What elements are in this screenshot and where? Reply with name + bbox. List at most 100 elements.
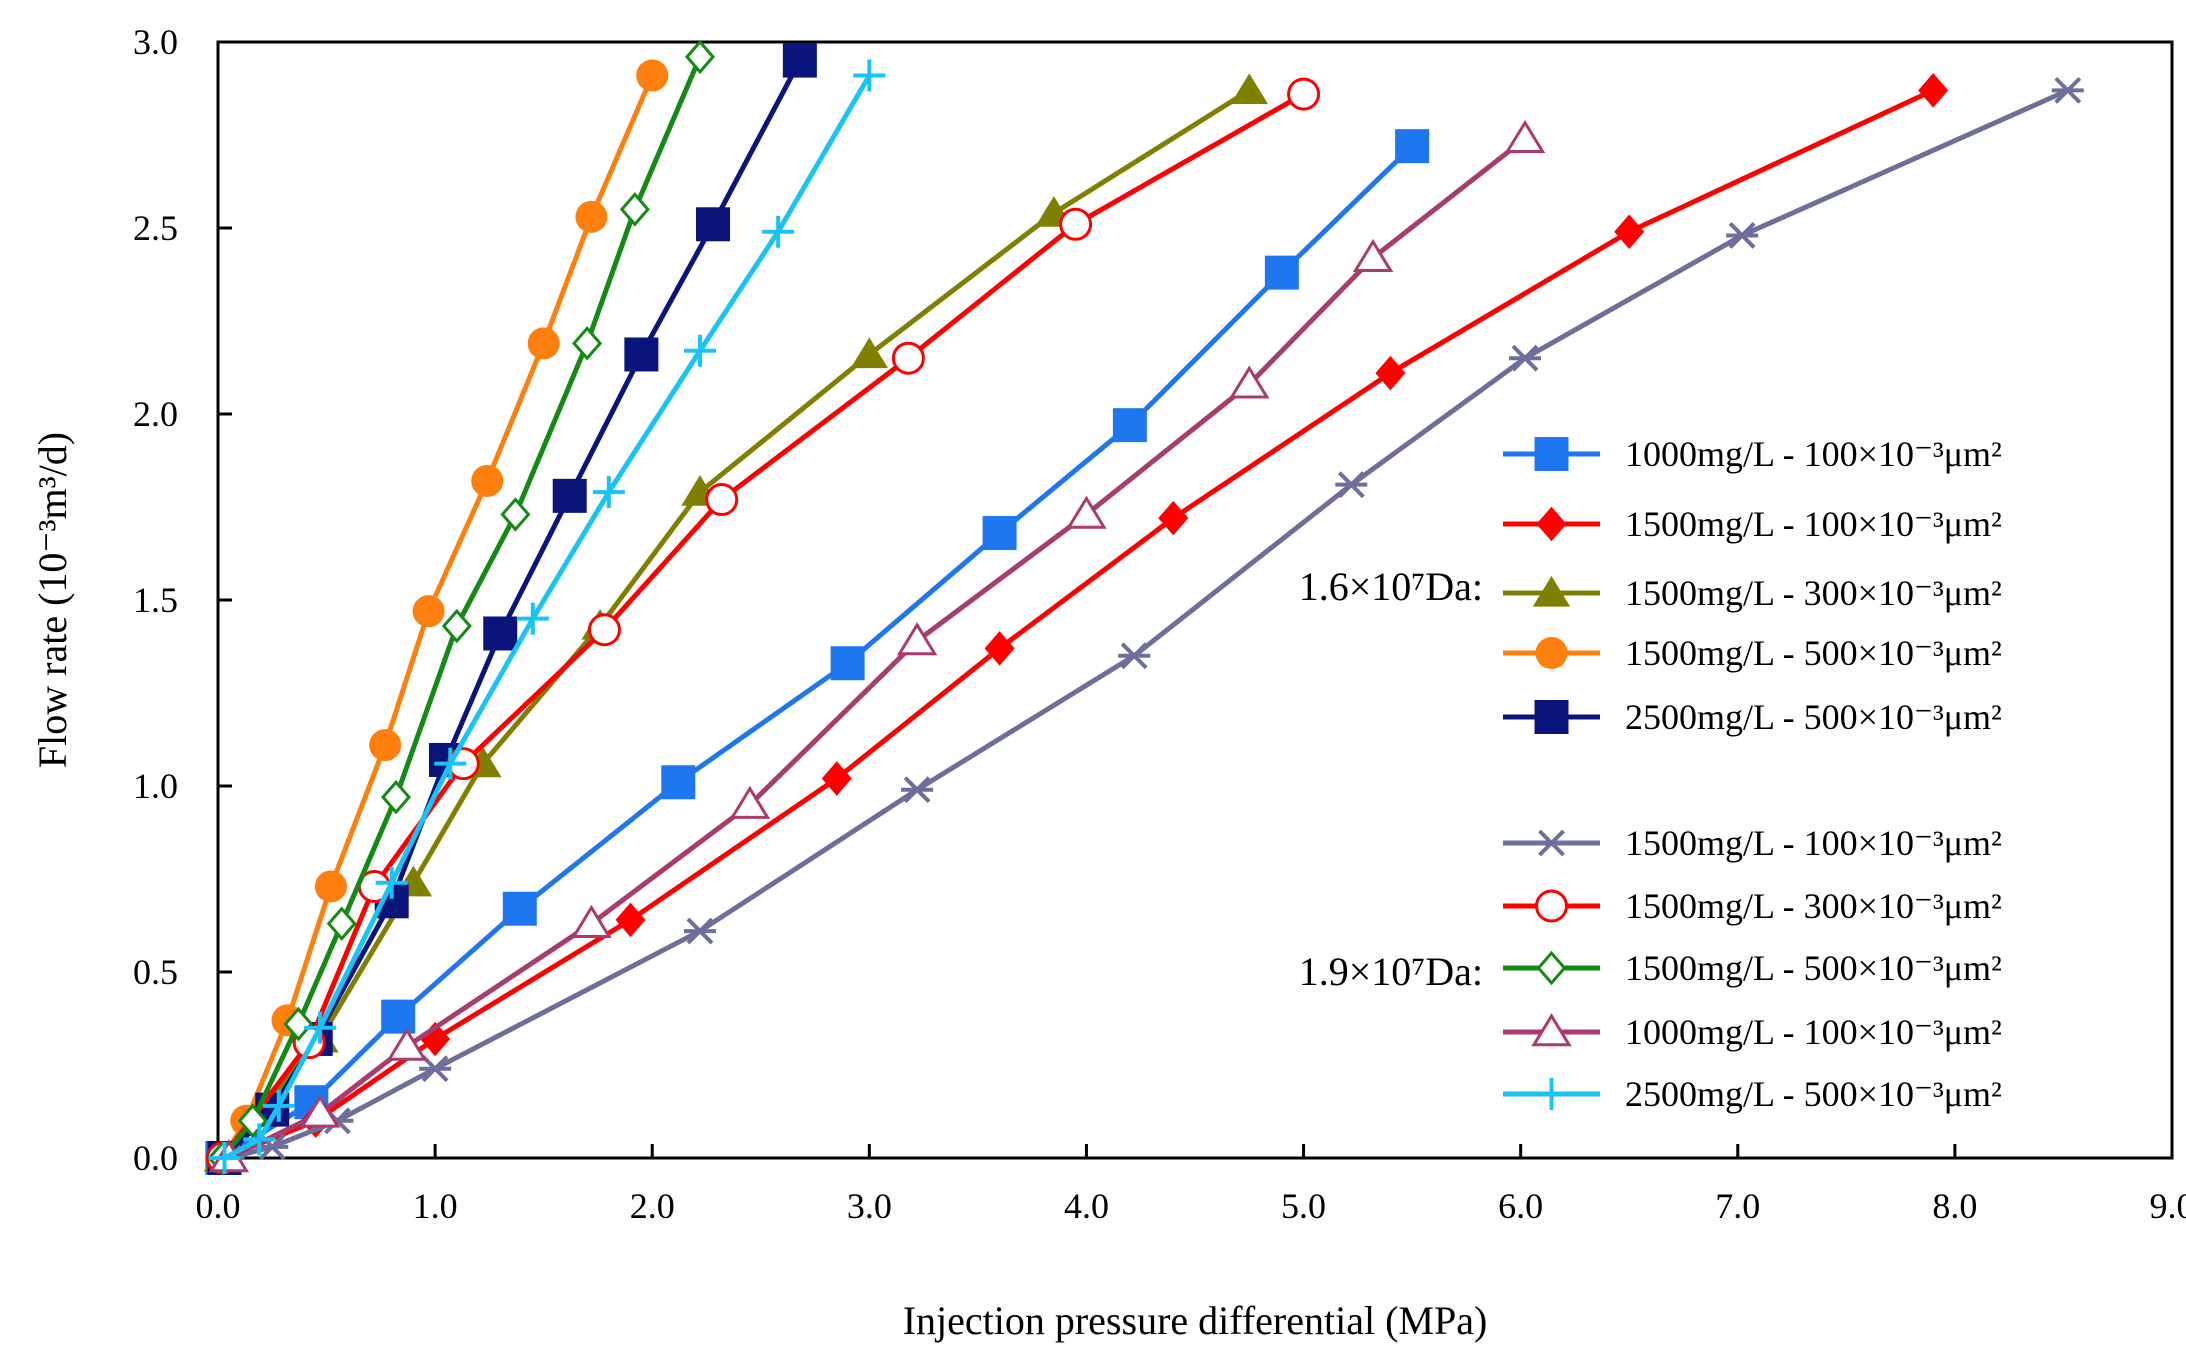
data-point xyxy=(1726,222,1759,249)
series-line xyxy=(227,136,1527,1161)
series-line xyxy=(223,88,1935,1161)
legend-label: 1500mg/L - 100×10⁻³μm² xyxy=(1625,823,2002,863)
legend-item: 1500mg/L - 100×10⁻³μm² xyxy=(1503,823,2002,863)
legend-item: 1500mg/L - 300×10⁻³μm² xyxy=(1503,573,2002,613)
data-point xyxy=(1158,500,1189,536)
legend-item: 1500mg/L - 500×10⁻³μm² xyxy=(1503,633,2002,673)
data-point xyxy=(483,616,518,651)
data-point xyxy=(575,200,608,233)
data-point xyxy=(1536,950,1567,986)
data-point xyxy=(500,497,531,532)
data-point xyxy=(782,43,817,78)
x-tick-label: 0.0 xyxy=(196,1186,241,1226)
data-point xyxy=(636,59,669,92)
x-tick-label: 5.0 xyxy=(1281,1186,1326,1226)
data-point xyxy=(762,215,795,248)
legend-label: 1500mg/L - 300×10⁻³μm² xyxy=(1625,886,2002,926)
data-point xyxy=(1352,238,1394,273)
data-point xyxy=(1535,889,1568,923)
series xyxy=(205,129,1430,1175)
data-point xyxy=(891,341,925,375)
data-point xyxy=(434,747,467,780)
legend-label: 1500mg/L - 500×10⁻³μm² xyxy=(1625,633,2002,673)
legend-label: 1000mg/L - 100×10⁻³μm² xyxy=(1625,1012,2002,1052)
legend-item: 1000mg/L - 100×10⁻³μm² xyxy=(1503,434,2002,474)
series-line xyxy=(220,74,655,1160)
series xyxy=(207,43,817,1175)
data-point xyxy=(571,904,612,938)
data-point xyxy=(552,478,587,513)
y-tick-label: 1.5 xyxy=(133,580,178,620)
series xyxy=(203,73,1268,1172)
data-point xyxy=(1504,119,1546,154)
x-tick-label: 1.0 xyxy=(413,1186,458,1226)
legend-label: 1000mg/L - 100×10⁻³μm² xyxy=(1625,434,2002,474)
legend-item: 2500mg/L - 500×10⁻³μm² xyxy=(1503,697,2002,737)
data-point xyxy=(1059,207,1093,241)
data-point xyxy=(1532,576,1571,607)
data-point xyxy=(412,595,445,628)
data-point xyxy=(696,207,731,242)
data-point xyxy=(619,192,650,227)
data-point xyxy=(1375,355,1406,391)
data-point xyxy=(375,866,408,899)
x-axis-label: Injection pressure differential (MPa) xyxy=(903,1298,1488,1343)
data-point xyxy=(1264,255,1299,290)
y-tick-label: 2.0 xyxy=(133,394,178,434)
data-point xyxy=(1534,700,1569,734)
data-point xyxy=(661,765,696,800)
data-point xyxy=(419,1055,452,1083)
x-tick-label: 6.0 xyxy=(1498,1186,1543,1226)
series-line xyxy=(220,55,703,1160)
legend-item: 1500mg/L - 100×10⁻³μm² xyxy=(1503,504,2002,544)
legend-group-label: 1.9×10⁷Da: xyxy=(1299,949,1483,994)
data-point xyxy=(1614,214,1645,249)
x-tick-label: 8.0 xyxy=(1932,1186,1977,1226)
legend-label: 2500mg/L - 500×10⁻³μm² xyxy=(1625,697,2002,737)
y-tick-label: 3.0 xyxy=(133,22,178,62)
series-line xyxy=(220,88,1251,1160)
legend-group-label: 1.6×10⁷Da: xyxy=(1299,564,1483,609)
data-point xyxy=(381,779,412,815)
data-point xyxy=(1535,637,1568,669)
series-layer xyxy=(203,39,2084,1176)
data-point xyxy=(1230,73,1268,104)
data-point xyxy=(369,729,402,762)
data-point xyxy=(982,516,1017,551)
data-point xyxy=(208,1142,241,1174)
y-tick-label: 0.0 xyxy=(133,1138,178,1178)
series xyxy=(205,77,1321,1175)
data-point xyxy=(2051,76,2084,104)
data-point xyxy=(1534,437,1569,471)
data-point xyxy=(705,483,739,517)
data-point xyxy=(587,613,621,647)
data-point xyxy=(1536,506,1567,542)
data-point xyxy=(1112,408,1147,443)
data-point xyxy=(1229,365,1270,399)
data-point xyxy=(830,646,865,681)
x-tick-label: 9.0 xyxy=(2150,1186,2186,1226)
data-point xyxy=(1531,1013,1572,1047)
legend-label: 1500mg/L - 100×10⁻³μm² xyxy=(1625,504,2002,544)
x-tick-label: 3.0 xyxy=(847,1186,892,1226)
data-point xyxy=(237,1103,268,1139)
x-tick-label: 2.0 xyxy=(630,1186,675,1226)
data-point xyxy=(572,326,603,361)
data-point xyxy=(729,785,771,819)
data-point xyxy=(1395,129,1430,164)
legend-item: 1000mg/L - 100×10⁻³μm² xyxy=(1503,1012,2002,1052)
data-point xyxy=(1335,471,1368,499)
data-point xyxy=(1287,77,1321,111)
data-point xyxy=(314,870,347,903)
legend-label: 1500mg/L - 300×10⁻³μm² xyxy=(1625,573,2002,613)
data-point xyxy=(1918,73,1949,108)
data-point xyxy=(1535,829,1568,857)
series xyxy=(207,39,715,1176)
data-point xyxy=(471,464,504,497)
legend-item: 1500mg/L - 500×10⁻³μm² xyxy=(1503,948,2002,988)
data-point xyxy=(1118,642,1151,670)
data-point xyxy=(901,776,934,804)
data-point xyxy=(243,1123,276,1156)
series-line xyxy=(221,144,1414,1161)
